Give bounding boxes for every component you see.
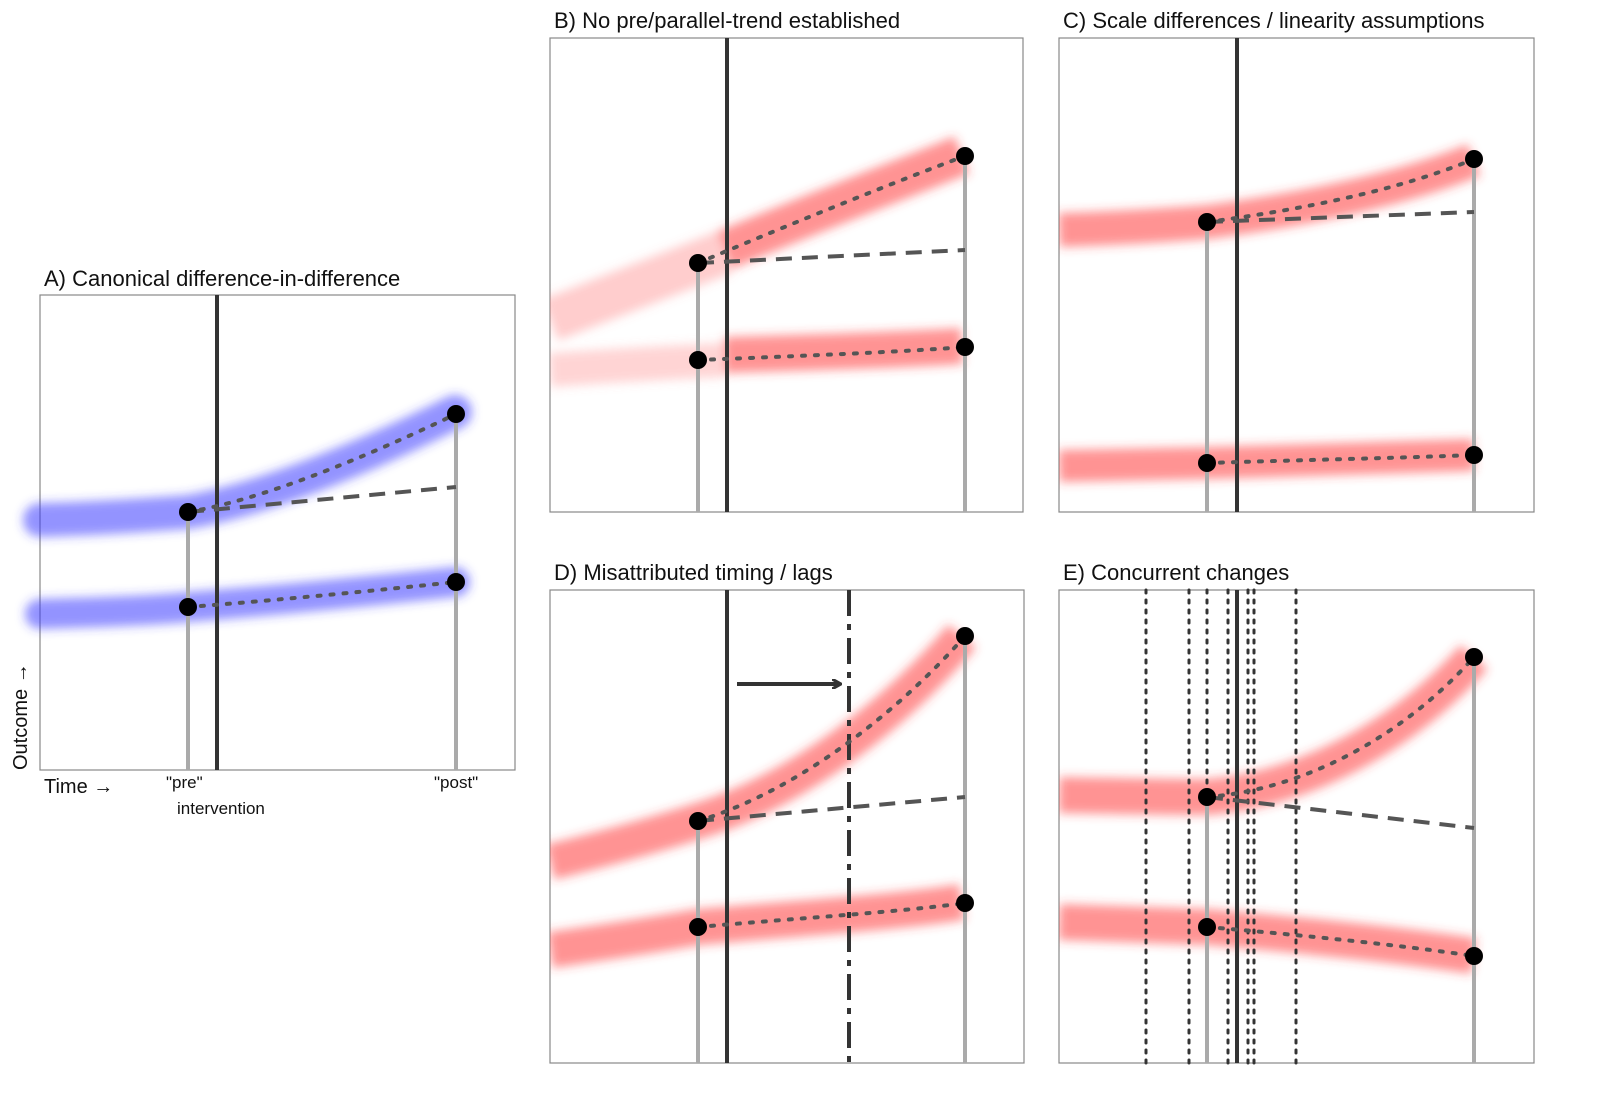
panel-c-lower-band [1059,439,1475,482]
panel-b-point [956,338,974,356]
panel-e-point [1198,918,1216,936]
panel-a [23,294,516,771]
panel-d [549,589,1025,1064]
panel-a-point [447,405,465,423]
panel-c-point [1198,213,1216,231]
panel-c-title: C) Scale differences / linearity assumpt… [1063,8,1485,33]
intervention-label: intervention [177,799,265,818]
panel-a-point [179,503,197,521]
panel-d-point [956,627,974,645]
panel-a-control-path [186,580,458,609]
panel-a-treated-path [186,412,458,514]
panel-d-control-path [696,901,967,929]
panel-e-point [1465,648,1483,666]
panel-e-point [1198,788,1216,806]
panel-e-title: E) Concurrent changes [1063,560,1290,585]
panel-c-frame [1058,37,1535,513]
panel-d-point [956,894,974,912]
panel-c-treated-path [1205,157,1476,224]
panel-e-control-path [1205,925,1476,958]
panel-c-point [1465,446,1483,464]
panel-b-point [689,351,707,369]
panel-b-point [689,254,707,272]
panel-c-point [1198,454,1216,472]
panel-b [549,37,1024,513]
panel-b-control-path [696,345,967,362]
panel-a-point [179,598,197,616]
panel-a-title: A) Canonical difference-in-difference [44,266,401,291]
x-axis-label: Time → [44,776,114,798]
y-axis-label: Outcome → [10,663,32,770]
panel-b-counterfactual [697,248,966,265]
panel-d-title: D) Misattributed timing / lags [554,560,833,585]
panel-d-counterfactual [697,795,966,823]
panel-a-point [447,573,465,591]
panel-d-point [689,918,707,936]
panel-c [1058,37,1535,513]
panel-d-point [689,812,707,830]
panel-b-title: B) No pre/parallel-trend established [554,8,901,33]
tick-pre: "pre" [166,773,203,792]
panel-c-control-path [1205,453,1476,465]
panel-c-point [1465,150,1483,168]
panel-e-concurrent-lines [1144,588,1298,1065]
tick-post: "post" [434,773,479,792]
panel-e-treated-path [1205,655,1476,799]
panel-a-counterfactual [187,485,457,514]
panel-b-lower-band [724,328,964,373]
panel-c-counterfactual [1206,210,1475,224]
panel-d-treated-path [696,634,967,823]
panel-e-counterfactual [1206,795,1475,830]
panel-e [1058,588,1535,1065]
panel-b-point [956,147,974,165]
panel-b-pre-band-lower [550,343,726,387]
panel-b-treated-path [696,154,967,265]
panel-d-upper-band [550,624,976,880]
panel-e-point [1465,947,1483,965]
